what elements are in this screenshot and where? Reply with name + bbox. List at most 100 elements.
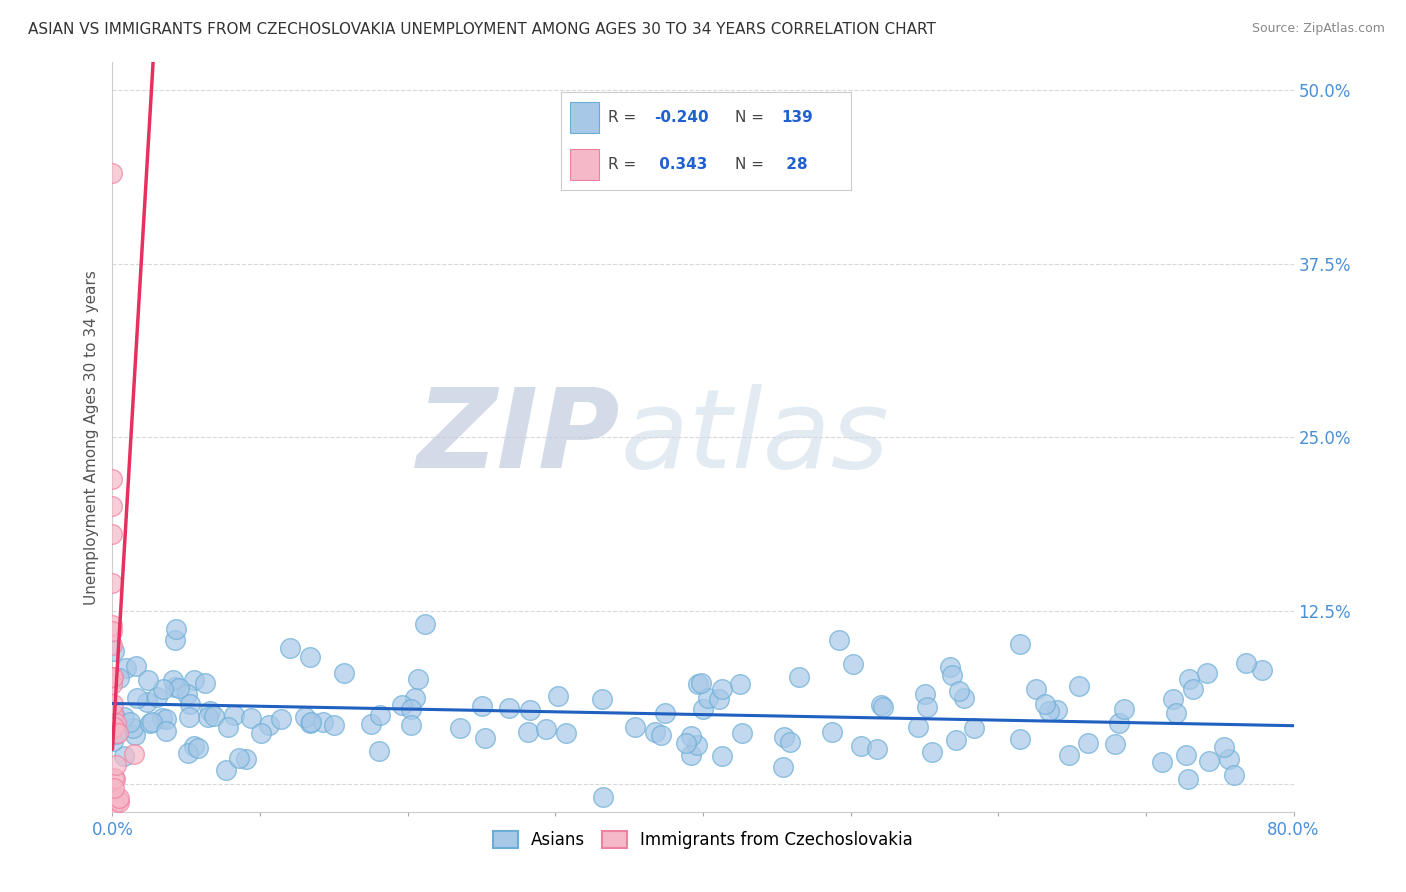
Point — [1046, 703, 1069, 717]
Point — [176, 687, 198, 701]
Point — [842, 657, 865, 671]
Point — [270, 711, 292, 725]
Point — [101, 618, 124, 632]
Point — [1218, 752, 1240, 766]
Point — [953, 691, 976, 706]
Point — [145, 690, 167, 704]
Point — [368, 708, 391, 723]
Point — [1223, 768, 1246, 782]
Text: ASIAN VS IMMIGRANTS FROM CZECHOSLOVAKIA UNEMPLOYMENT AMONG AGES 30 TO 34 YEARS C: ASIAN VS IMMIGRANTS FROM CZECHOSLOVAKIA … — [28, 22, 936, 37]
Point — [101, 638, 124, 652]
Point — [536, 723, 558, 737]
Point — [298, 715, 321, 730]
Point — [1177, 772, 1199, 786]
Point — [554, 726, 576, 740]
Point — [644, 725, 666, 739]
Point — [498, 701, 520, 715]
Point — [101, 793, 124, 807]
Point — [155, 723, 177, 738]
Point — [789, 670, 811, 684]
Point — [1161, 691, 1184, 706]
Point — [141, 715, 163, 730]
Point — [728, 677, 751, 691]
Point — [679, 748, 702, 763]
Point — [235, 752, 257, 766]
Point — [870, 698, 893, 712]
Point — [391, 698, 413, 712]
Point — [183, 739, 205, 753]
Point — [675, 736, 697, 750]
Point — [948, 684, 970, 698]
Point — [449, 721, 471, 735]
Point — [217, 720, 239, 734]
Point — [650, 728, 672, 742]
Point — [872, 699, 894, 714]
Point — [299, 715, 322, 730]
Point — [519, 703, 541, 717]
Point — [851, 739, 873, 753]
Point — [165, 632, 187, 647]
Point — [399, 702, 422, 716]
Point — [202, 709, 225, 723]
Point — [187, 740, 209, 755]
Point — [115, 661, 138, 675]
Point — [710, 682, 733, 697]
Point — [592, 790, 614, 805]
Point — [112, 710, 135, 724]
Legend: Asians, Immigrants from Czechoslovakia: Asians, Immigrants from Czechoslovakia — [486, 824, 920, 855]
Point — [183, 673, 205, 687]
Point — [228, 751, 250, 765]
Point — [124, 728, 146, 742]
Point — [124, 747, 146, 761]
Point — [914, 687, 936, 701]
Point — [150, 711, 173, 725]
Point — [125, 659, 148, 673]
Point — [828, 633, 851, 648]
Point — [406, 672, 429, 686]
Point — [1010, 636, 1032, 650]
Point — [294, 710, 316, 724]
Point — [516, 725, 538, 739]
Point — [939, 660, 962, 674]
Point — [332, 666, 354, 681]
Point — [772, 730, 794, 744]
Point — [312, 714, 335, 729]
Point — [692, 702, 714, 716]
Point — [177, 746, 200, 760]
Point — [941, 668, 963, 682]
Point — [591, 691, 613, 706]
Point — [125, 691, 148, 706]
Point — [907, 720, 929, 734]
Point — [1077, 736, 1099, 750]
Point — [679, 729, 702, 743]
Point — [101, 698, 124, 712]
Point — [413, 617, 436, 632]
Point — [197, 710, 219, 724]
Point — [1198, 754, 1220, 768]
Point — [103, 720, 125, 734]
Point — [107, 792, 129, 806]
Point — [963, 721, 986, 735]
Point — [200, 704, 222, 718]
Point — [1177, 672, 1199, 686]
Text: Source: ZipAtlas.com: Source: ZipAtlas.com — [1251, 22, 1385, 36]
Point — [103, 708, 125, 723]
Point — [136, 673, 159, 687]
Point — [1025, 681, 1047, 696]
Point — [821, 725, 844, 739]
Point — [165, 622, 187, 636]
Point — [1010, 731, 1032, 746]
Point — [915, 699, 938, 714]
Point — [399, 718, 422, 732]
Point — [471, 698, 494, 713]
Point — [772, 760, 794, 774]
Point — [222, 708, 245, 723]
Point — [298, 649, 321, 664]
Point — [1182, 681, 1205, 696]
Point — [360, 717, 382, 731]
Point — [257, 718, 280, 732]
Point — [108, 672, 131, 686]
Y-axis label: Unemployment Among Ages 30 to 34 years: Unemployment Among Ages 30 to 34 years — [83, 269, 98, 605]
Point — [921, 745, 943, 759]
Point — [686, 677, 709, 691]
